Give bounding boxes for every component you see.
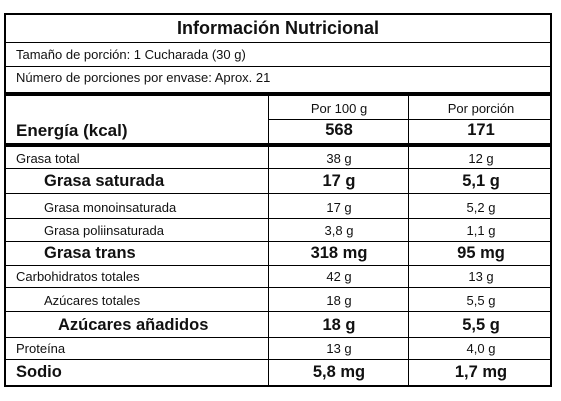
column-divider xyxy=(268,94,269,387)
nutrient-perportion: 5,1 g xyxy=(462,172,500,190)
row-divider xyxy=(6,265,550,266)
nutrition-facts-label: Información Nutricional Tamaño de porció… xyxy=(4,13,552,387)
nutrient-per100: 42 g xyxy=(326,269,352,284)
row-divider xyxy=(6,168,550,169)
row-divider xyxy=(6,311,550,312)
nutrient-name: Proteína xyxy=(16,341,66,356)
nutrient-name: Grasa total xyxy=(16,151,80,166)
nutrient-perportion: 4,0 g xyxy=(466,341,496,356)
label-title: Información Nutricional xyxy=(6,15,550,43)
row-divider xyxy=(6,287,550,288)
nutrient-perportion: 1,1 g xyxy=(466,223,496,238)
nutrient-perportion: 12 g xyxy=(468,151,494,166)
col-header-per100: Por 100 g xyxy=(310,101,368,116)
col-header-perportion: Por porción xyxy=(447,101,515,116)
energy-per100: 568 xyxy=(325,121,353,139)
nutrient-name: Azúcares añadidos xyxy=(58,316,209,334)
nutrient-name: Grasa monoinsaturada xyxy=(44,200,177,215)
energy-perportion: 171 xyxy=(467,121,495,139)
divider xyxy=(6,66,550,67)
nutrient-name: Azúcares totales xyxy=(44,293,141,308)
nutrient-name: Grasa poliinsaturada xyxy=(44,223,164,238)
nutrient-per100: 3,8 g xyxy=(324,223,354,238)
row-divider xyxy=(6,359,550,360)
serving-size: Tamaño de porción: 1 Cucharada (30 g) xyxy=(16,47,246,62)
row-divider xyxy=(6,193,550,194)
thick-divider xyxy=(6,92,550,96)
nutrient-perportion: 5,5 g xyxy=(462,316,500,334)
nutrient-name: Grasa trans xyxy=(44,244,136,262)
nutrient-perportion: 13 g xyxy=(468,269,494,284)
nutrient-per100: 17 g xyxy=(322,172,356,190)
nutrient-per100: 17 g xyxy=(326,200,352,215)
nutrient-per100: 18 g xyxy=(322,316,356,334)
nutrient-per100: 5,8 mg xyxy=(312,363,366,381)
nutrient-name: Grasa saturada xyxy=(44,172,165,190)
nutrient-per100: 18 g xyxy=(326,293,352,308)
energy-label: Energía (kcal) xyxy=(16,121,128,140)
column-divider xyxy=(408,94,409,387)
servings-per-container: Número de porciones por envase: Aprox. 2… xyxy=(16,70,271,85)
divider xyxy=(268,119,552,120)
row-divider xyxy=(6,337,550,338)
nutrient-name: Carbohidratos totales xyxy=(16,269,140,284)
nutrient-per100: 38 g xyxy=(326,151,352,166)
nutrient-perportion: 95 mg xyxy=(457,244,505,262)
nutrient-perportion: 5,5 g xyxy=(466,293,496,308)
nutrient-per100: 13 g xyxy=(326,341,352,356)
thick-divider xyxy=(6,143,550,147)
nutrient-perportion: 1,7 mg xyxy=(454,363,508,381)
nutrient-name: Sodio xyxy=(16,363,62,381)
row-divider xyxy=(6,218,550,219)
row-divider xyxy=(6,241,550,242)
nutrient-perportion: 5,2 g xyxy=(466,200,496,215)
nutrient-per100: 318 mg xyxy=(310,244,368,262)
